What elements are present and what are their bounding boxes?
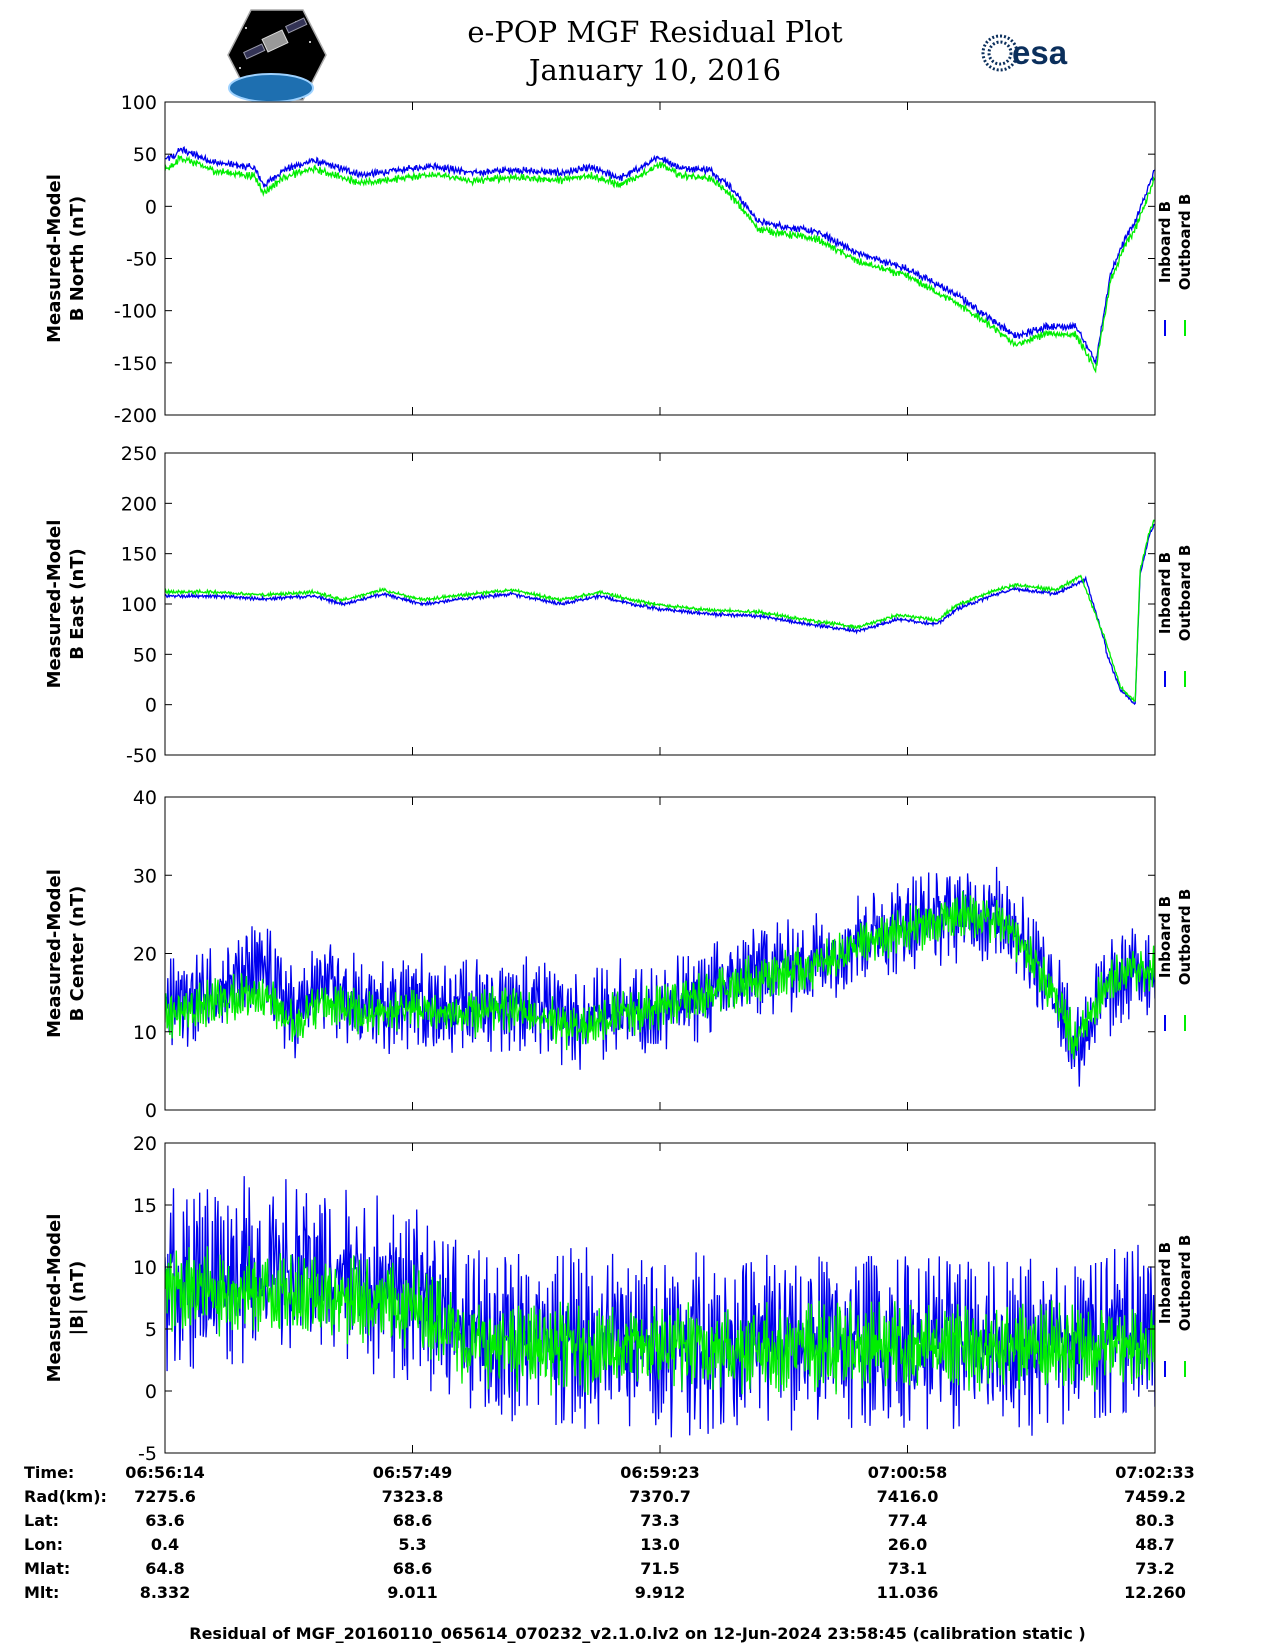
table-cell: 73.3 bbox=[640, 1511, 680, 1530]
y-tick-label: 20 bbox=[133, 944, 157, 966]
y-tick-label: 10 bbox=[133, 1257, 157, 1279]
y-tick-label: 150 bbox=[121, 544, 157, 566]
table-cell: 5.3 bbox=[398, 1535, 427, 1554]
y-tick-label: 10 bbox=[133, 1022, 157, 1044]
plot-frame bbox=[164, 101, 1156, 416]
y-axis-label: B Center (nT) bbox=[67, 886, 88, 1022]
y-tick-label: 40 bbox=[133, 787, 157, 809]
table-cell: 64.8 bbox=[145, 1559, 185, 1578]
table-row-label: Mlt: bbox=[24, 1583, 60, 1602]
inboard-series-line-3 bbox=[165, 866, 1155, 1087]
y-tick-label: -100 bbox=[114, 301, 157, 323]
table-cell: 06:56:14 bbox=[125, 1463, 205, 1482]
orbit-info-table: Time: Rad(km): Lat: Lon: Mlat: Mlt: 06:56:14 72… bbox=[0, 1463, 1275, 1613]
y-tick-label: 100 bbox=[121, 594, 157, 616]
y-tick-label: -200 bbox=[114, 405, 157, 427]
panel-2: -50 0 50 100 150 200 250 Measured-Model B East (… bbox=[44, 443, 1194, 767]
y-tick-label: 5 bbox=[145, 1319, 157, 1341]
table-row-label: Lat: bbox=[24, 1511, 60, 1530]
table-cell: 73.1 bbox=[887, 1559, 928, 1578]
table-cell: 71.5 bbox=[640, 1559, 680, 1578]
table-cell: 9.011 bbox=[387, 1583, 438, 1602]
y-tick-label: 0 bbox=[145, 695, 157, 717]
inboard-series-line-2 bbox=[165, 524, 1155, 706]
panel-1: -200 -150 -100 -50 0 50 100 Measured-Model B Nor… bbox=[44, 92, 1194, 427]
panel-4: -5 0 5 10 15 20 Measured-Model |B| (nT) Inboard … bbox=[44, 1133, 1194, 1465]
legend-label: Inboard B bbox=[1156, 896, 1174, 978]
esa-logo-text: esa bbox=[1012, 34, 1068, 71]
table-cell: 06:57:49 bbox=[372, 1463, 453, 1482]
table-cell: 80.3 bbox=[1135, 1511, 1175, 1530]
table-cell: 7370.7 bbox=[629, 1487, 691, 1506]
table-cell: 07:02:33 bbox=[1115, 1463, 1195, 1482]
legend-label: Inboard B bbox=[1156, 1242, 1174, 1324]
outboard-series-line-2 bbox=[165, 519, 1155, 703]
y-tick-label: 20 bbox=[133, 1133, 157, 1155]
table-cell: 77.4 bbox=[887, 1511, 928, 1530]
y-tick-label: -5 bbox=[138, 1443, 157, 1465]
table-cell: 63.6 bbox=[145, 1511, 185, 1530]
table-cell: 7416.0 bbox=[876, 1487, 939, 1506]
cassiope-logo bbox=[227, 9, 327, 102]
table-cell: 68.6 bbox=[392, 1511, 433, 1530]
chart-title: e-POP MGF Residual Plot bbox=[467, 15, 843, 49]
y-tick-label: 50 bbox=[133, 644, 157, 666]
y-axis-label: B North (nT) bbox=[67, 196, 88, 322]
table-row-label: Time: bbox=[24, 1463, 75, 1482]
outboard-series-line-4 bbox=[165, 1245, 1155, 1396]
table-cell: 9.912 bbox=[634, 1583, 686, 1602]
y-axis-label: Measured-Model bbox=[44, 1214, 65, 1383]
legend-label: Outboard B bbox=[1176, 194, 1194, 291]
inboard-series-line-1 bbox=[165, 146, 1155, 365]
chart-date: January 10, 2016 bbox=[528, 53, 782, 87]
panel-3: 0 10 20 30 40 Measured-Model B Center (nT) Inbo… bbox=[44, 787, 1194, 1122]
outboard-series-line-3 bbox=[165, 891, 1155, 1060]
legend-label: Outboard B bbox=[1176, 545, 1194, 642]
y-tick-label: 0 bbox=[145, 196, 157, 218]
y-tick-label: 30 bbox=[133, 865, 157, 887]
y-tick-label: 0 bbox=[145, 1100, 157, 1122]
outboard-series-line-1 bbox=[165, 154, 1155, 374]
y-tick-label: 15 bbox=[133, 1195, 157, 1217]
table-cell: 68.6 bbox=[392, 1559, 433, 1578]
table-cell: 7459.2 bbox=[1124, 1487, 1186, 1506]
table-cell: 73.2 bbox=[1135, 1559, 1175, 1578]
table-cell: 48.7 bbox=[1135, 1535, 1175, 1554]
table-cell: 26.0 bbox=[887, 1535, 928, 1554]
table-cell: 07:00:58 bbox=[867, 1463, 948, 1482]
table-cell: 13.0 bbox=[640, 1535, 680, 1554]
table-cell: 7323.8 bbox=[381, 1487, 444, 1506]
table-row-label: Rad(km): bbox=[24, 1487, 107, 1506]
table-row-label: Mlat: bbox=[24, 1559, 71, 1578]
table-cell: 7275.6 bbox=[134, 1487, 196, 1506]
esa-logo: esa bbox=[981, 34, 1068, 72]
table-cell: 12.260 bbox=[1124, 1583, 1186, 1602]
y-axis-label: Measured-Model bbox=[44, 520, 65, 689]
y-tick-label: 100 bbox=[121, 92, 157, 114]
y-tick-label: -50 bbox=[126, 745, 157, 767]
y-axis-label: |B| (nT) bbox=[67, 1261, 88, 1336]
table-cell: 0.4 bbox=[150, 1535, 180, 1554]
y-tick-label: 200 bbox=[121, 493, 157, 515]
legend-label: Inboard B bbox=[1156, 201, 1174, 283]
y-axis-label: Measured-Model bbox=[44, 174, 65, 343]
y-tick-label: 50 bbox=[133, 144, 157, 166]
plot-frame bbox=[164, 796, 1156, 1111]
legend-label: Inboard B bbox=[1156, 552, 1174, 634]
legend-label: Outboard B bbox=[1176, 889, 1194, 986]
table-row-label: Lon: bbox=[24, 1535, 63, 1554]
table-cell: 8.332 bbox=[139, 1583, 191, 1602]
table-cell: 11.036 bbox=[876, 1583, 939, 1602]
legend-label: Outboard B bbox=[1176, 1235, 1194, 1332]
y-tick-label: 250 bbox=[121, 443, 157, 465]
footnote: Residual of MGF_20160110_065614_070232_v… bbox=[189, 1624, 1086, 1643]
y-tick-label: -150 bbox=[114, 353, 157, 375]
table-cell: 06:59:23 bbox=[620, 1463, 700, 1482]
y-tick-label: 0 bbox=[145, 1381, 157, 1403]
y-axis-label: B East (nT) bbox=[67, 548, 88, 660]
y-axis-label: Measured-Model bbox=[44, 869, 65, 1038]
y-tick-label: -50 bbox=[126, 249, 157, 271]
